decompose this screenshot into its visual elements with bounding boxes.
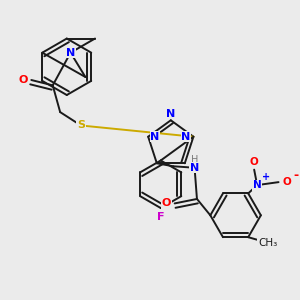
Text: O: O bbox=[250, 157, 259, 167]
Text: N: N bbox=[253, 180, 262, 190]
Text: N: N bbox=[66, 48, 75, 58]
Text: F: F bbox=[157, 212, 164, 222]
Text: N: N bbox=[166, 109, 176, 119]
Text: +: + bbox=[262, 172, 270, 182]
Text: N: N bbox=[190, 163, 199, 173]
Text: S: S bbox=[77, 121, 85, 130]
Text: H: H bbox=[191, 155, 198, 165]
Text: N: N bbox=[150, 132, 159, 142]
Text: O: O bbox=[283, 177, 291, 187]
Text: N: N bbox=[182, 132, 190, 142]
Text: O: O bbox=[18, 75, 28, 85]
Text: CH₃: CH₃ bbox=[258, 238, 277, 248]
Text: O: O bbox=[162, 198, 171, 208]
Text: -: - bbox=[293, 169, 298, 182]
